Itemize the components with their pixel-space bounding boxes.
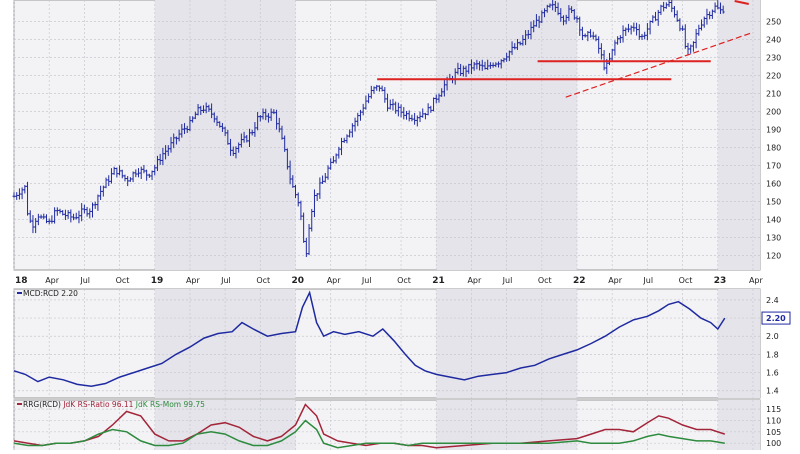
x-tick-label: 20 [292, 276, 305, 286]
current-value-tag [761, 311, 791, 325]
year-shade-band [717, 0, 760, 270]
ratio-panel-frame [13, 288, 761, 399]
price-y-tick-label: 170 [766, 162, 781, 171]
price-y-tick-label: 160 [766, 180, 781, 189]
ratio-y-tick-label: 2.0 [766, 332, 779, 341]
price-y-tick-label: 150 [766, 198, 781, 207]
year-shade-band [154, 289, 296, 398]
rrg-momentum-line [14, 419, 725, 449]
ratio-legend-label: MCD:RCD 2.20 [23, 289, 78, 298]
rrg-legend: RRG(RCD) JdK RS-Ratio 96.11 JdK RS-Mom 9… [23, 400, 205, 409]
x-tick-label: Apr [608, 276, 623, 285]
ratio-y-tick-label: 1.4 [766, 387, 779, 396]
price-y-tick-label: 250 [766, 18, 781, 27]
price-y-tick-label: 180 [766, 144, 781, 153]
rrg-y-tick-label: 105 [766, 428, 781, 437]
x-tick-label: Jul [502, 276, 513, 285]
x-tick-label: Apr [749, 276, 764, 285]
price-y-tick-label: 200 [766, 108, 781, 117]
x-tick-label: 21 [432, 276, 445, 286]
ratio-y-tick-label: 1.8 [766, 350, 779, 359]
x-tick-label: Oct [397, 276, 411, 285]
x-tick-label: 23 [714, 276, 727, 286]
rrg-legend-ratio: JdK RS-Ratio 96.11 [62, 400, 135, 409]
x-tick-label: 19 [151, 276, 164, 286]
price-y-tick-label: 130 [766, 234, 781, 243]
year-shade-band [717, 289, 760, 398]
price-panel-frame [13, 0, 761, 271]
x-tick-label: 18 [15, 276, 28, 286]
x-tick-label: Jul [642, 276, 653, 285]
x-tick-label: Apr [467, 276, 482, 285]
ohlc-bars [12, 0, 725, 258]
price-y-tick-label: 140 [766, 216, 781, 225]
trend-line [565, 31, 754, 98]
x-tick-label: Oct [538, 276, 552, 285]
x-tick-label: Jul [79, 276, 90, 285]
x-tick-label: Jul [361, 276, 372, 285]
ratio-y-tick-label: 1.6 [766, 369, 779, 378]
x-tick-label: Apr [186, 276, 201, 285]
price-y-tick-label: 240 [766, 36, 781, 45]
price-y-tick-label: 210 [766, 90, 781, 99]
rrg-legend-prefix: RRG(RCD) [23, 400, 63, 409]
x-tick-label: 22 [573, 276, 586, 286]
rrg-y-tick-label: 115 [766, 405, 781, 414]
rrg-legend-momentum: JdK RS-Mom 99.75 [135, 400, 205, 409]
price-y-tick-label: 230 [766, 54, 781, 63]
ratio-y-tick-label: 2.4 [766, 296, 779, 305]
rrg-y-tick-label: 110 [766, 416, 781, 425]
price-y-tick-label: 120 [766, 252, 781, 261]
x-tick-label: Oct [256, 276, 270, 285]
current-value-label: 2.20 [766, 314, 786, 323]
arrow-marker [734, 0, 749, 5]
x-tick-label: Apr [327, 276, 342, 285]
rrg-y-tick-label: 100 [766, 439, 781, 448]
price-y-tick-label: 220 [766, 72, 781, 81]
x-tick-label: Apr [45, 276, 60, 285]
year-shade-band [436, 289, 578, 398]
x-tick-label: Jul [220, 276, 231, 285]
price-y-tick-label: 190 [766, 126, 781, 135]
x-tick-label: Oct [679, 276, 693, 285]
rrg-ratio-line [14, 403, 726, 449]
ratio-line [13, 290, 726, 387]
x-tick-label: Oct [116, 276, 130, 285]
